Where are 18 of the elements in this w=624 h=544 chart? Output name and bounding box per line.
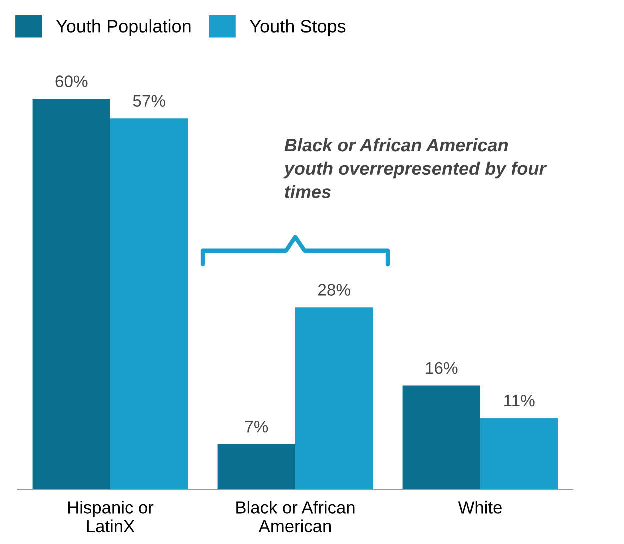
bar bbox=[402, 386, 480, 490]
data-label: 7% bbox=[245, 421, 268, 433]
legend-label: Youth Population bbox=[56, 20, 191, 36]
bar bbox=[32, 99, 110, 490]
bar bbox=[110, 118, 188, 490]
bar bbox=[296, 308, 374, 490]
data-label: 11% bbox=[504, 394, 535, 407]
legend-label: Youth Stops bbox=[250, 20, 346, 36]
x-tick-label: White bbox=[458, 501, 502, 514]
annotation: Black or African American youth overrepresented by four times bbox=[284, 138, 548, 198]
data-label: 57% bbox=[133, 95, 166, 108]
bar bbox=[218, 444, 296, 490]
data-label: 16% bbox=[426, 362, 458, 374]
x-tick-label: Hispanic or LatinX bbox=[68, 501, 154, 533]
data-label: 60% bbox=[56, 76, 88, 88]
bar bbox=[480, 418, 558, 490]
data-label: 28% bbox=[318, 284, 350, 296]
x-tick-label: Black or African American bbox=[236, 501, 355, 533]
